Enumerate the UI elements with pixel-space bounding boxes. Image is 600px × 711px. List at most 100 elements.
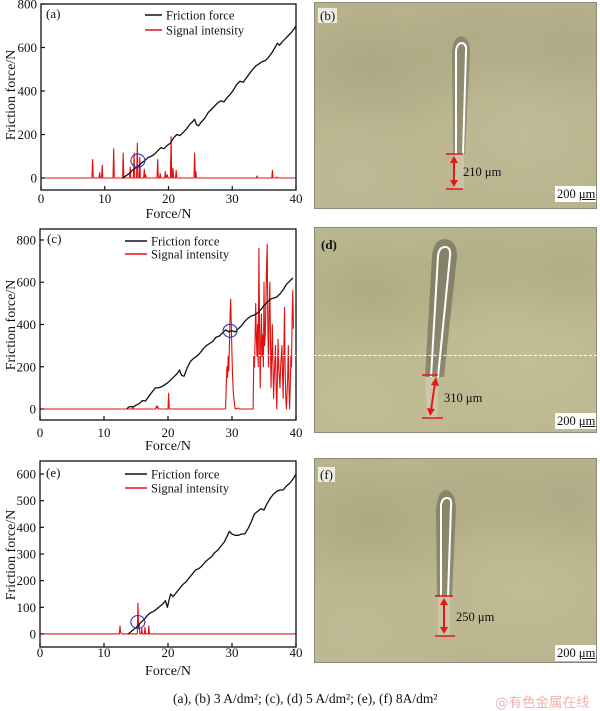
- measurement-marker-b: [446, 153, 463, 190]
- signal-intensity-line: [40, 602, 296, 635]
- micrograph-f: (f) 250 μm 200 μm: [314, 458, 597, 663]
- panel-label: (e): [46, 465, 60, 480]
- scratch-track-d: [422, 239, 457, 419]
- x-tick-label: 20: [162, 425, 175, 440]
- friction-force-line: [122, 25, 297, 179]
- legend-label-signal-intensity: Signal intensity: [151, 482, 230, 496]
- x-tick-label: 20: [162, 191, 175, 206]
- panel-label-b: (b): [318, 8, 338, 23]
- panel-label: (c): [47, 231, 61, 246]
- arrow-up-icon: [450, 156, 458, 163]
- x-tick-label: 10: [98, 191, 111, 206]
- measurement-marker-d: [422, 374, 443, 419]
- scratch-groove: [452, 36, 470, 154]
- y-axis-label: Friction force/N: [4, 280, 19, 371]
- arrow-down-icon: [450, 180, 458, 187]
- scale-bar-unit: μm: [578, 414, 596, 428]
- scratch-faint-track: [454, 153, 464, 189]
- y-tick-label: 300: [17, 547, 37, 562]
- y-tick-label: 400: [17, 317, 37, 332]
- watermark: @有色金属在线: [495, 695, 590, 711]
- y-tick-label: 200: [17, 573, 37, 588]
- highlight-circle: [130, 153, 146, 168]
- scale-bar-value: 200: [557, 646, 576, 660]
- measurement-label-b: 210 μm: [463, 165, 502, 179]
- scale-bar-d: 200 μm: [555, 413, 596, 429]
- legend-label-friction-force: Friction force: [151, 235, 220, 249]
- x-tick-label: 40: [290, 645, 303, 660]
- scratch-groove: [436, 490, 456, 597]
- measurement-marker-f: [435, 595, 455, 637]
- measurement-arrow-shaft: [430, 382, 436, 411]
- x-tick-label: 0: [37, 645, 44, 660]
- micrograph-b: (b) 210 μm 200 μm: [314, 2, 597, 209]
- scale-bar-unit: μm: [578, 646, 596, 660]
- measurement-label-f: 250 μm: [456, 610, 495, 624]
- figure-caption: (a), (b) 3 A/dm²; (c), (d) 5 A/dm²; (e),…: [173, 691, 438, 706]
- signal-intensity-line: [41, 136, 296, 179]
- scratch-edge-highlight: [455, 41, 468, 155]
- y-tick-label: 0: [31, 171, 38, 186]
- arrow-up-icon: [431, 377, 439, 386]
- x-tick-label: 30: [226, 645, 239, 660]
- y-tick-label: 0: [30, 402, 37, 417]
- y-tick-label: 400: [17, 520, 37, 535]
- legend-label-signal-intensity: Signal intensity: [166, 24, 245, 38]
- highlight-circle: [222, 323, 238, 338]
- scale-bar-f: 200 μm: [555, 645, 596, 661]
- x-axis-label: Force/N: [146, 207, 192, 222]
- scratch-edge-highlight: [440, 496, 453, 598]
- x-tick-label: 40: [290, 425, 303, 440]
- panel-label: (a): [46, 6, 60, 21]
- y-axis-label: Friction force/N: [4, 510, 19, 601]
- legend-label-friction-force: Friction force: [166, 9, 235, 23]
- y-tick-label: 600: [18, 40, 38, 55]
- y-tick-label: 600: [17, 275, 37, 290]
- x-axis-label: Force/N: [145, 664, 191, 679]
- y-tick-label: 400: [18, 84, 38, 99]
- y-tick-label: 800: [18, 0, 38, 12]
- y-axis-label: Friction force/N: [4, 50, 19, 141]
- measurement-label-d: 310 μm: [444, 391, 483, 405]
- y-tick-label: 600: [17, 467, 37, 482]
- x-tick-label: 30: [226, 425, 239, 440]
- x-tick-label: 10: [98, 425, 111, 440]
- micrograph-d: (d) 310 μm 200 μm: [314, 227, 597, 433]
- chart-e-friction-signal: 0 10 20 30 400100200300400500600Force/NFrict…: [4, 460, 303, 679]
- scale-bar-unit: μm: [578, 187, 596, 201]
- x-axis-label: Force/N: [145, 439, 191, 454]
- x-tick-label: 10: [98, 645, 111, 660]
- highlight-circle: [130, 614, 146, 630]
- y-tick-label: 500: [17, 493, 37, 508]
- legend-label-friction-force: Friction force: [151, 468, 220, 482]
- y-tick-label: 200: [17, 359, 37, 374]
- arrow-down-icon: [440, 627, 448, 634]
- scratch-track-b: [446, 36, 470, 190]
- friction-force-line: [127, 473, 297, 635]
- x-tick-label: 40: [290, 191, 303, 206]
- friction-force-line: [126, 277, 294, 410]
- x-tick-label: 0: [38, 191, 45, 206]
- scale-bar-value: 200: [557, 414, 576, 428]
- arrow-up-icon: [440, 598, 448, 605]
- scale-bar-b: 200 μm: [555, 186, 596, 202]
- scratch-edge-highlight: [430, 245, 452, 378]
- legend-label-signal-intensity: Signal intensity: [151, 248, 230, 262]
- scale-bar-value: 200: [557, 187, 576, 201]
- panel-label-f: (f): [318, 467, 335, 482]
- x-tick-label: 0: [37, 425, 44, 440]
- dashed-guide-line: [253, 355, 597, 356]
- x-tick-label: 20: [162, 645, 175, 660]
- y-tick-label: 100: [17, 600, 37, 615]
- y-tick-label: 200: [18, 127, 38, 142]
- x-tick-label: 30: [226, 191, 239, 206]
- signal-intensity-line: [40, 243, 294, 410]
- y-tick-label: 0: [30, 626, 37, 641]
- arrow-down-icon: [427, 408, 435, 416]
